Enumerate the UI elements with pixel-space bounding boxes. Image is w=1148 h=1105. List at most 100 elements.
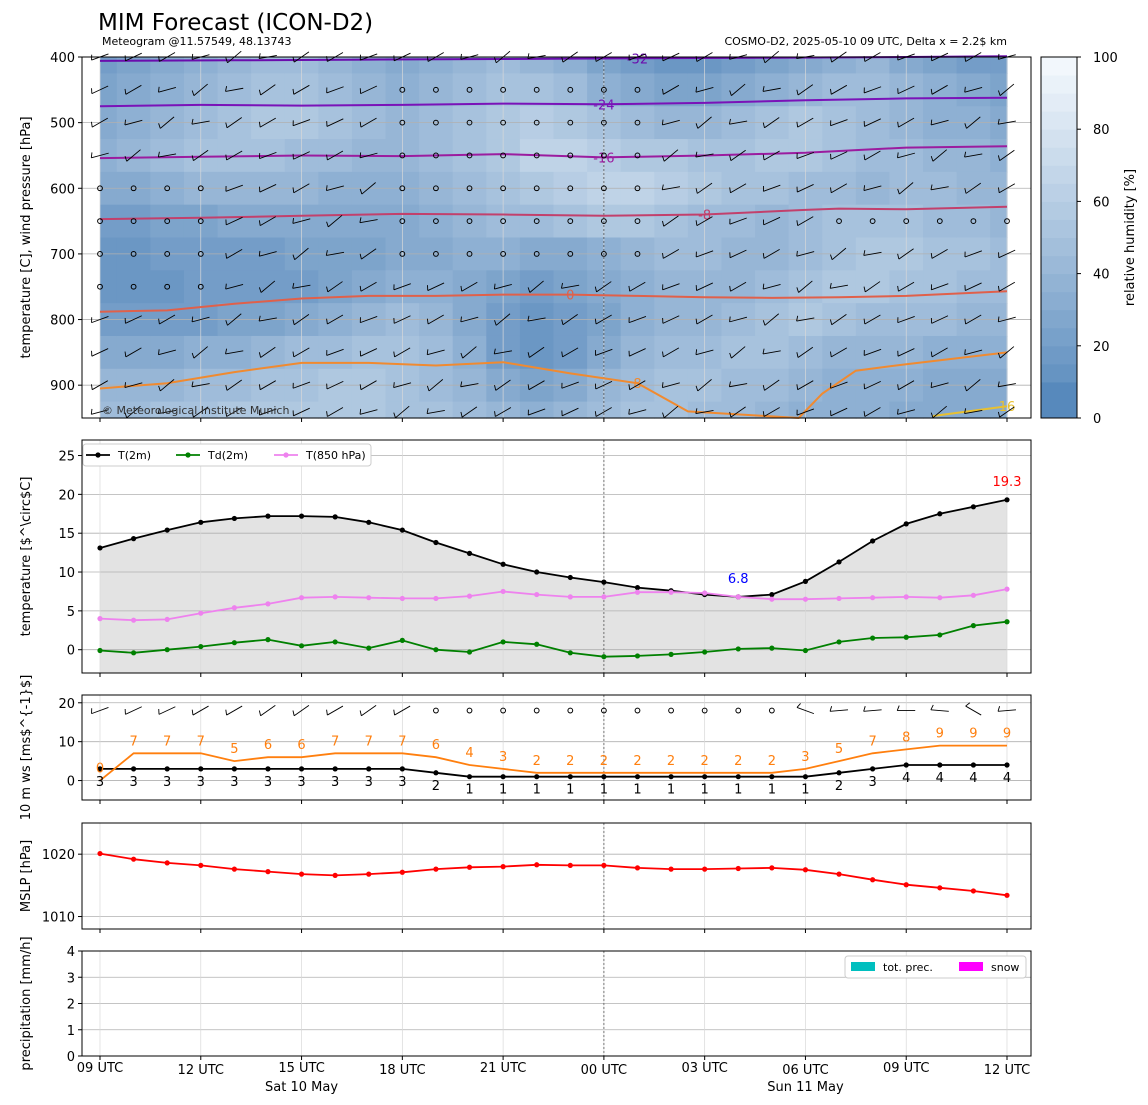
- wind-speed-point: [231, 766, 237, 772]
- upper-air-wind-barb: [225, 87, 244, 92]
- humidity-cell: [620, 204, 655, 239]
- upper-air-wind-barb-flag: [124, 119, 126, 126]
- upper-air-wind-barb-flag: [897, 253, 900, 260]
- upper-air-wind-calm: [567, 119, 574, 126]
- upper-air-ytick-label: 500: [50, 117, 75, 132]
- series-td-2m--line: [99, 620, 1008, 658]
- upper-air-wind-barb-flag: [191, 118, 194, 125]
- surface-wind-calm: [466, 707, 473, 714]
- wind-speed-point: [702, 774, 708, 780]
- upper-air-wind-barb: [225, 184, 243, 192]
- upper-air-wind-barb: [595, 407, 612, 417]
- humidity-cell: [100, 204, 118, 239]
- time-tick-label: 06 UTC: [782, 1063, 828, 1078]
- upper-air-wind-barb: [158, 349, 176, 356]
- upper-air-wind-barb-flag: [527, 384, 530, 390]
- upper-air-wind-barb-flag: [897, 285, 899, 292]
- upper-air-wind-barb-flag: [292, 218, 294, 224]
- upper-air-wind-barb-flag: [762, 411, 765, 417]
- upper-air-wind-barb-flag: [796, 89, 799, 96]
- surface-wind-barb: [327, 705, 344, 716]
- wind-speed-label: 1: [465, 783, 473, 798]
- mslp-point: [466, 864, 473, 870]
- upper-air-wind-calm: [500, 86, 507, 93]
- upper-air-wind-barb-flag: [897, 121, 899, 128]
- upper-air-ytick-label: 400: [50, 51, 75, 66]
- series-t-850-hpa--point: [769, 596, 775, 602]
- series-td-2m--point: [937, 632, 943, 638]
- upper-air-wind-barb: [663, 347, 680, 358]
- upper-air-wind-barb: [193, 83, 208, 96]
- humidity-cell: [116, 57, 151, 75]
- mslp-point: [298, 871, 305, 877]
- upper-air-wind-barb-flag: [762, 348, 765, 355]
- humidity-cell: [822, 204, 857, 239]
- upper-air-wind-barb: [292, 218, 311, 224]
- colorbar-band: [1041, 237, 1077, 257]
- surface-wind-calm: [634, 707, 641, 714]
- colorbar-tick-label: 80: [1093, 123, 1110, 138]
- series-td-2m--point: [97, 647, 103, 654]
- series-t-2m--point: [265, 513, 271, 519]
- upper-air-wind-barb: [395, 405, 410, 419]
- upper-air-wind-barb-flag: [729, 90, 732, 96]
- upper-air-wind-barb-flag: [762, 253, 765, 259]
- wind-speed-point: [870, 766, 876, 772]
- gust-label: 7: [868, 734, 876, 749]
- upper-air-wind-barb: [695, 349, 714, 356]
- upper-air-wind-barb-flag: [124, 351, 127, 357]
- legend-swatch: [851, 962, 875, 971]
- surface-wind-barb-flag: [997, 706, 1001, 712]
- series-td-2m--point: [231, 640, 237, 646]
- upper-air-wind-barb-flag: [796, 287, 799, 293]
- upper-air-wind-barb: [158, 87, 176, 93]
- surface-wind-barb-flag: [191, 709, 194, 716]
- surface-wind-barb: [226, 705, 243, 716]
- upper-air-wind-barb: [326, 380, 344, 390]
- upper-air-wind-barb-flag: [628, 384, 631, 390]
- upper-air-wind-barb: [193, 346, 208, 359]
- legend-swatch-point: [283, 452, 289, 458]
- mslp-point: [231, 866, 237, 872]
- upper-air-wind-barb-flag: [460, 352, 464, 359]
- isotherm-line: [99, 205, 1008, 221]
- wind-speed-point: [500, 774, 506, 780]
- upper-air-wind-barb: [964, 250, 983, 258]
- humidity-cell: [822, 57, 857, 75]
- upper-air-wind-barb-flag: [225, 154, 228, 161]
- upper-air-wind-barb: [326, 348, 344, 356]
- upper-air-wind-barb: [663, 84, 680, 95]
- series-t-850-hpa--point: [903, 594, 909, 600]
- upper-air-wind-barb-flag: [897, 384, 899, 390]
- colorbar-tick-label: 60: [1093, 195, 1110, 210]
- upper-air-wind-barb: [393, 283, 411, 291]
- upper-air-wind-calm: [500, 251, 507, 257]
- upper-air-wind-barb: [259, 251, 277, 257]
- series-t-2m--point: [836, 559, 842, 565]
- upper-air-wind-calm: [130, 251, 137, 257]
- time-tick-label: 12 UTC: [984, 1063, 1030, 1078]
- upper-air-wind-barb-flag: [359, 253, 362, 260]
- upper-air-wind-barb: [595, 348, 613, 356]
- upper-air-wind-barb-flag: [225, 122, 228, 128]
- upper-air-wind-calm: [466, 152, 473, 159]
- gust-label: 7: [365, 734, 373, 749]
- upper-air-wind-barb: [428, 379, 444, 392]
- series-td-2m--point: [265, 637, 271, 643]
- humidity-cell: [519, 73, 555, 107]
- wind-speed-label: 3: [129, 775, 137, 790]
- series-t-2m--point: [567, 574, 573, 581]
- wind-speed-label: 3: [230, 775, 238, 790]
- surface-temperature-ytick-label: 20: [58, 488, 75, 503]
- upper-air-wind-barb-flag: [964, 408, 967, 414]
- upper-air-wind-barb: [663, 405, 679, 419]
- wind-speed-point: [198, 766, 204, 772]
- gust-label: 4: [465, 746, 473, 761]
- upper-air-wind-barb: [662, 186, 681, 191]
- series-t-850-hpa--point: [500, 588, 506, 595]
- surface-wind-calm: [768, 707, 775, 714]
- upper-air-ytick-label: 600: [50, 182, 75, 197]
- upper-air-wind-barb-flag: [292, 88, 295, 95]
- upper-air-wind-barb: [695, 153, 714, 158]
- upper-air-wind-barb-flag: [897, 408, 899, 415]
